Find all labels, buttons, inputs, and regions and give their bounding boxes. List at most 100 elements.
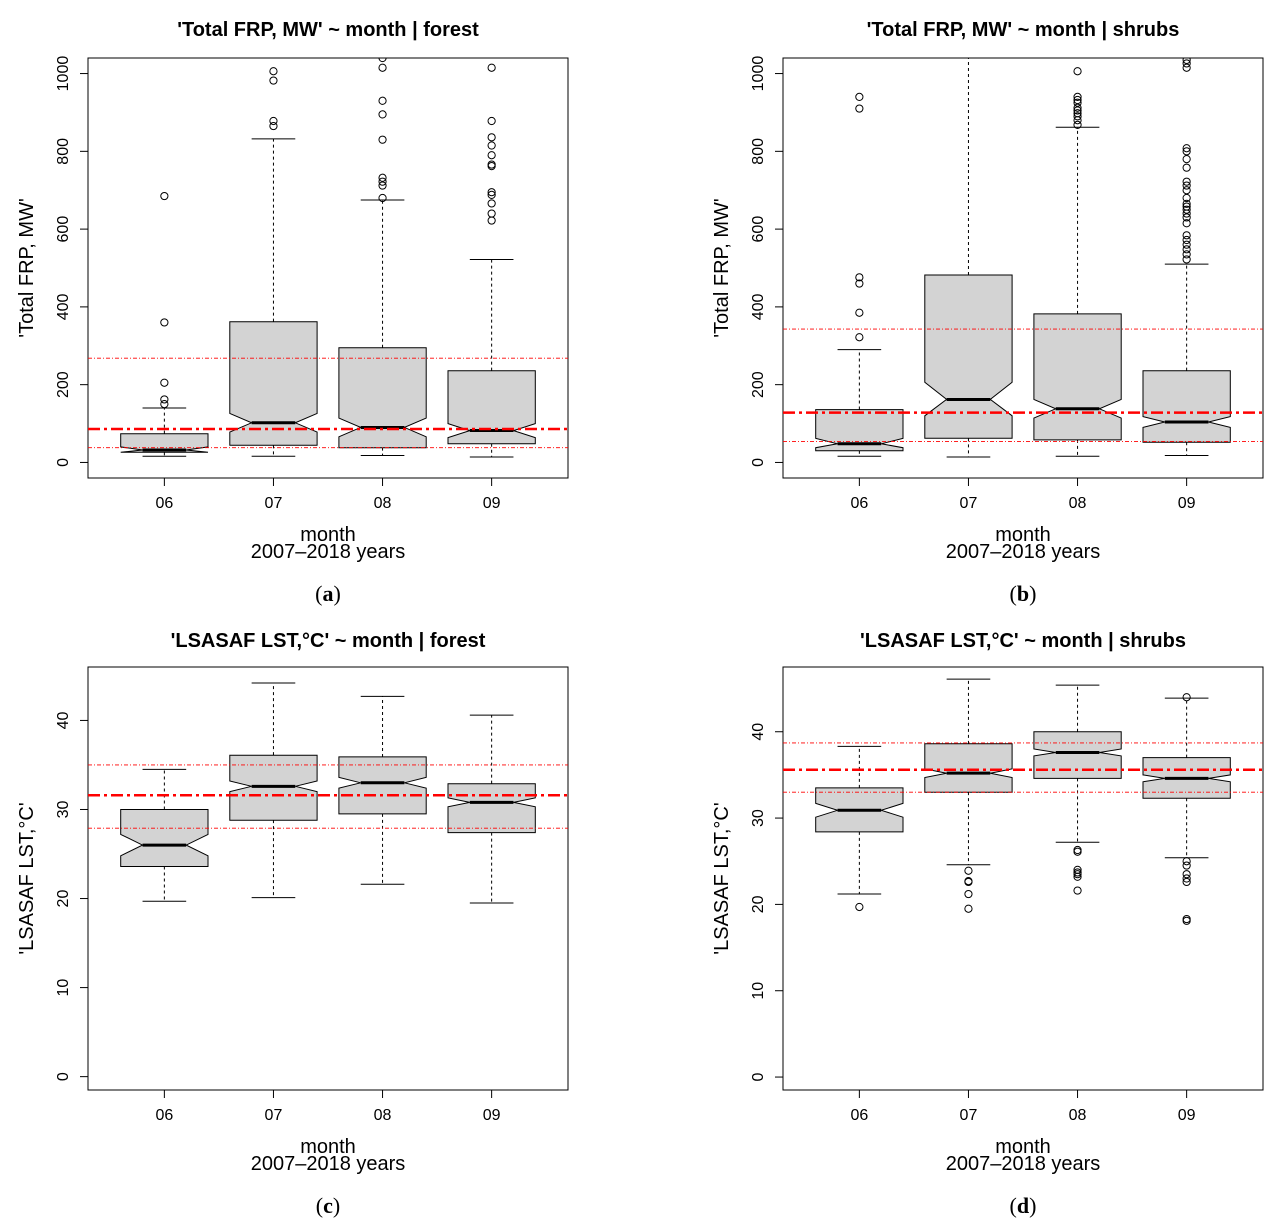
- box-09: [447, 714, 536, 904]
- x-tick-label: 07: [265, 495, 283, 512]
- panel-caption-letter: d: [1017, 1193, 1029, 1218]
- outlier-point: [1073, 92, 1082, 101]
- outlier-point: [1182, 144, 1191, 153]
- plot-frame: [87, 666, 569, 1091]
- plot-frame: [782, 666, 1264, 1091]
- outlier-point: [1182, 240, 1191, 249]
- x-axis-label: month: [995, 524, 1051, 546]
- outlier-point: [1182, 235, 1191, 245]
- x-axis-sublabel: 2007–2018 years: [251, 541, 406, 563]
- box-08: [338, 695, 427, 885]
- x-tick-label: 09: [1178, 495, 1196, 512]
- outlier-point: [269, 76, 278, 85]
- y-tick-label: 400: [750, 293, 767, 320]
- outlier-point: [855, 333, 864, 342]
- chart-panel-c: 'LSASAF LST,°C' ~ month | forest 0 10 20 30 4…: [16, 630, 569, 1218]
- x-axis-sublabel: 2007–2018 years: [251, 1153, 406, 1175]
- panel-caption-letter: c: [323, 1193, 333, 1218]
- x-tick-label: 07: [960, 495, 978, 512]
- outlier-point: [1182, 63, 1191, 72]
- box-06: [120, 191, 209, 457]
- y-tick-label: 600: [750, 216, 767, 243]
- box-body: [1033, 313, 1122, 441]
- panel-caption-letter: a: [323, 581, 334, 606]
- panel-caption: (a): [315, 581, 341, 606]
- y-axis-label: 'LSASAF LST,°C': [16, 802, 38, 954]
- outlier-point: [1073, 103, 1082, 112]
- box-06: [815, 92, 904, 457]
- panel-caption: (c): [316, 1193, 340, 1218]
- box-07: [229, 67, 318, 457]
- outlier-point: [1182, 202, 1191, 211]
- outlier-point: [1073, 112, 1082, 121]
- outlier-point: [1182, 147, 1191, 156]
- box-07: [924, 58, 1013, 458]
- outlier-point: [1182, 870, 1191, 879]
- box-body: [229, 321, 318, 446]
- y-tick-label: 30: [750, 809, 767, 827]
- outlier-point: [269, 121, 278, 131]
- x-tick-label: 06: [850, 1107, 868, 1124]
- outlier-point: [855, 273, 864, 282]
- box-body: [815, 409, 904, 452]
- box-body: [924, 274, 1013, 439]
- y-axis-label: 'LSASAF LST,°C': [711, 802, 733, 954]
- outlier-point: [1182, 213, 1191, 222]
- chart-panel-a: 'Total FRP, MW' ~ month | forest 0 200 400 6…: [16, 19, 569, 606]
- outlier-point: [487, 190, 496, 199]
- y-tick-label: 800: [55, 138, 72, 165]
- box-07: [924, 678, 1013, 913]
- outlier-point: [1182, 193, 1191, 203]
- plot-area: [783, 678, 1263, 925]
- chart-title: 'LSASAF LST,°C' ~ month | shrubs: [860, 630, 1186, 652]
- x-axis-label: month: [300, 524, 356, 546]
- box-07: [229, 682, 318, 899]
- outlier-point: [964, 904, 973, 913]
- x-tick-label: 07: [960, 1107, 978, 1124]
- box-08: [1033, 684, 1122, 895]
- x-tick-label: 08: [1069, 1107, 1087, 1124]
- y-tick-label: 1000: [55, 56, 72, 92]
- y-tick-label: 30: [55, 800, 72, 818]
- outlier-point: [1182, 245, 1191, 254]
- outlier-point: [487, 199, 496, 208]
- outlier-point: [160, 378, 169, 387]
- box-body: [447, 783, 536, 834]
- outlier-point: [855, 279, 864, 288]
- x-axis-label: month: [300, 1136, 356, 1158]
- outlier-point: [1073, 865, 1082, 874]
- outlier-point: [1182, 177, 1191, 186]
- outlier-point: [1182, 59, 1191, 68]
- y-tick-label: 20: [55, 890, 72, 908]
- outlier-point: [855, 902, 864, 912]
- outlier-point: [1182, 155, 1191, 164]
- box-09: [447, 63, 536, 458]
- y-tick-label: 0: [750, 1073, 767, 1082]
- outlier-point: [160, 191, 169, 201]
- outlier-point: [1073, 95, 1082, 105]
- outlier-point: [487, 141, 496, 150]
- chart-panel-d: 'LSASAF LST,°C' ~ month | shrubs 0 10 20 30 4…: [711, 630, 1264, 1218]
- x-axis-label: month: [995, 1136, 1051, 1158]
- chart-panel-b: 'Total FRP, MW' ~ month | shrubs 0 200 400 6…: [711, 19, 1264, 606]
- y-tick-label: 10: [750, 982, 767, 1000]
- box-body: [924, 743, 1013, 793]
- outlier-point: [487, 63, 496, 72]
- outlier-point: [1182, 231, 1191, 240]
- y-tick-label: 40: [55, 711, 72, 729]
- outlier-point: [1182, 877, 1191, 887]
- outlier-point: [487, 209, 496, 218]
- y-tick-label: 400: [55, 293, 72, 320]
- panel-caption: (b): [1010, 581, 1037, 606]
- outlier-point: [1073, 106, 1082, 115]
- box-body: [120, 809, 209, 867]
- chart-title: 'LSASAF LST,°C' ~ month | forest: [171, 630, 486, 652]
- outlier-point: [1182, 916, 1191, 925]
- outlier-point: [964, 866, 973, 875]
- panel-caption-letter: b: [1017, 581, 1029, 606]
- box-body: [338, 347, 427, 449]
- y-axis-label: 'Total FRP, MW': [16, 198, 38, 338]
- outlier-point: [378, 63, 387, 72]
- outlier-point: [1182, 255, 1191, 264]
- outlier-point: [487, 216, 496, 225]
